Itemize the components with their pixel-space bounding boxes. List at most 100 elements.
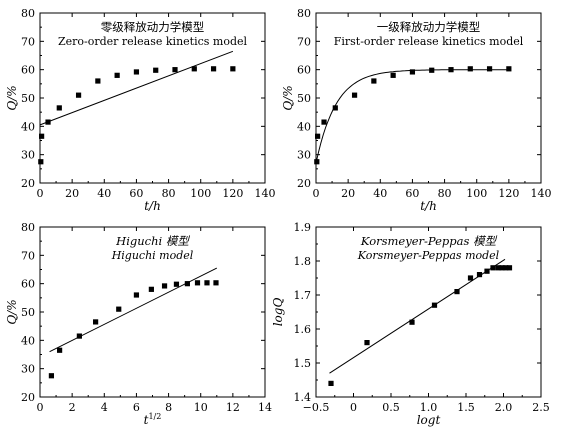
y-tick-label: 40 (297, 120, 311, 133)
chart-title: Korsmeyer-Peppas 模型 (360, 234, 498, 248)
y-tick-label: 80 (21, 221, 35, 234)
y-axis-label: Q/% (5, 299, 19, 324)
y-tick-label: 30 (297, 149, 311, 162)
chart-panel-3: 0 2 4 6 8 10 12 14 20 30 40 50 60 70 80 t1/2 Q/% Higuchi … (5, 221, 272, 427)
y-tick-label: 1.5 (294, 357, 312, 370)
x-tick-label: 120 (498, 187, 519, 200)
data-point (133, 292, 140, 298)
y-axis-label: Q/% (281, 85, 295, 110)
y-axis-label: Q/% (5, 85, 19, 110)
x-tick-label: 8 (165, 401, 172, 414)
chart-title: 零级释放动力学模型 (101, 20, 205, 34)
data-point (204, 280, 210, 286)
data-point (476, 272, 483, 278)
x-axis-label-superscript: 1/2 (148, 412, 161, 421)
x-axis-label: t/h (420, 199, 437, 213)
x-tick-label: 6 (133, 401, 140, 414)
data-point (495, 265, 501, 271)
y-tick-label: 70 (297, 35, 311, 48)
x-tick-label: 80 (162, 187, 176, 200)
data-point (173, 281, 180, 287)
data-point (210, 66, 217, 72)
data-point (116, 306, 122, 312)
data-point (213, 280, 219, 286)
y-tick-label: 1.9 (294, 221, 312, 234)
x-tick-label: 140 (531, 187, 552, 200)
y-tick-label: 60 (21, 278, 35, 291)
x-tick-label: 20 (65, 187, 79, 200)
x-tick-label: 0.5 (382, 401, 400, 414)
data-point (328, 380, 334, 386)
y-axis-label: logQ (271, 298, 285, 327)
x-tick-label: 40 (373, 187, 387, 200)
data-point (484, 268, 490, 274)
data-point (191, 66, 197, 72)
chart-panel-2: 0 20 40 60 80 100 120 14020304050607080t/hQ/%一级… (281, 7, 552, 213)
y-tick-label: 40 (21, 120, 35, 133)
chart-panel-1: 0 20 40 60 80 100 120 14020304050607080t/hQ/%零级… (5, 7, 276, 213)
x-tick-label: 0 (313, 187, 320, 200)
x-tick-label: 80 (438, 187, 452, 200)
fit-line (315, 69, 509, 164)
data-point (321, 119, 327, 125)
y-tick-label: 80 (21, 7, 35, 20)
x-tick-label: 120 (222, 187, 243, 200)
data-point (490, 265, 496, 271)
y-tick-label: 80 (297, 7, 311, 20)
data-point (230, 66, 236, 72)
x-axis-label-base: t (144, 413, 149, 427)
x-tick-label: 0 (37, 401, 44, 414)
x-tick-label: 2 (69, 401, 76, 414)
chart-title: Higuchi 模型 (115, 234, 190, 248)
data-point (56, 105, 62, 111)
x-tick-label: 0 (37, 187, 44, 200)
y-tick-label: 50 (21, 306, 35, 319)
data-point (75, 92, 82, 98)
x-tick-label: 60 (405, 187, 419, 200)
y-tick-label: 20 (21, 391, 35, 404)
data-point (486, 66, 493, 72)
x-tick-label: 140 (255, 187, 276, 200)
data-point (153, 67, 159, 73)
y-tick-label: 1.8 (294, 255, 312, 268)
y-tick-label: 1.7 (294, 289, 312, 302)
data-point (93, 319, 99, 325)
data-point (409, 319, 415, 325)
x-tick-label: 10 (194, 401, 208, 414)
chart-panel-4: −0.5 0 0.5 1.0 1.5 2.0 2.5 1.4 1.5 1.6 1.7 1.8 1.9 lo… (271, 221, 550, 427)
x-tick-label: 60 (129, 187, 143, 200)
x-tick-label: 2.0 (495, 401, 513, 414)
data-point (454, 289, 460, 295)
data-point (45, 119, 51, 125)
chart-title: 一级释放动力学模型 (377, 20, 481, 34)
fit-line (39, 50, 234, 126)
data-point (499, 265, 505, 271)
y-tick-label: 20 (21, 177, 35, 190)
y-tick-label: 70 (21, 35, 35, 48)
x-axis-label: logt (417, 413, 441, 427)
data-point (161, 283, 168, 289)
data-point (503, 265, 509, 271)
y-tick-label: 60 (297, 64, 311, 77)
data-point (332, 105, 338, 111)
data-point (172, 67, 178, 73)
data-point (390, 72, 396, 78)
x-tick-label: 12 (226, 401, 240, 414)
fit-line (49, 267, 218, 353)
data-point (371, 78, 377, 84)
data-point (95, 78, 101, 84)
x-tick-label: 100 (466, 187, 487, 200)
data-point (364, 340, 370, 346)
y-tick-label: 60 (21, 64, 35, 77)
y-tick-label: 1.4 (294, 391, 312, 404)
x-tick-label: 20 (341, 187, 355, 200)
data-point (315, 133, 321, 139)
chart-subtitle: First-order release kinetics model (334, 35, 524, 48)
data-point (429, 67, 435, 73)
x-tick-label: 1.0 (420, 401, 438, 414)
data-point (48, 373, 55, 379)
chart-subtitle: Korsmeyer-Peppas model (357, 249, 500, 262)
y-tick-label: 30 (21, 363, 35, 376)
data-point (431, 302, 438, 308)
data-point (448, 67, 454, 73)
